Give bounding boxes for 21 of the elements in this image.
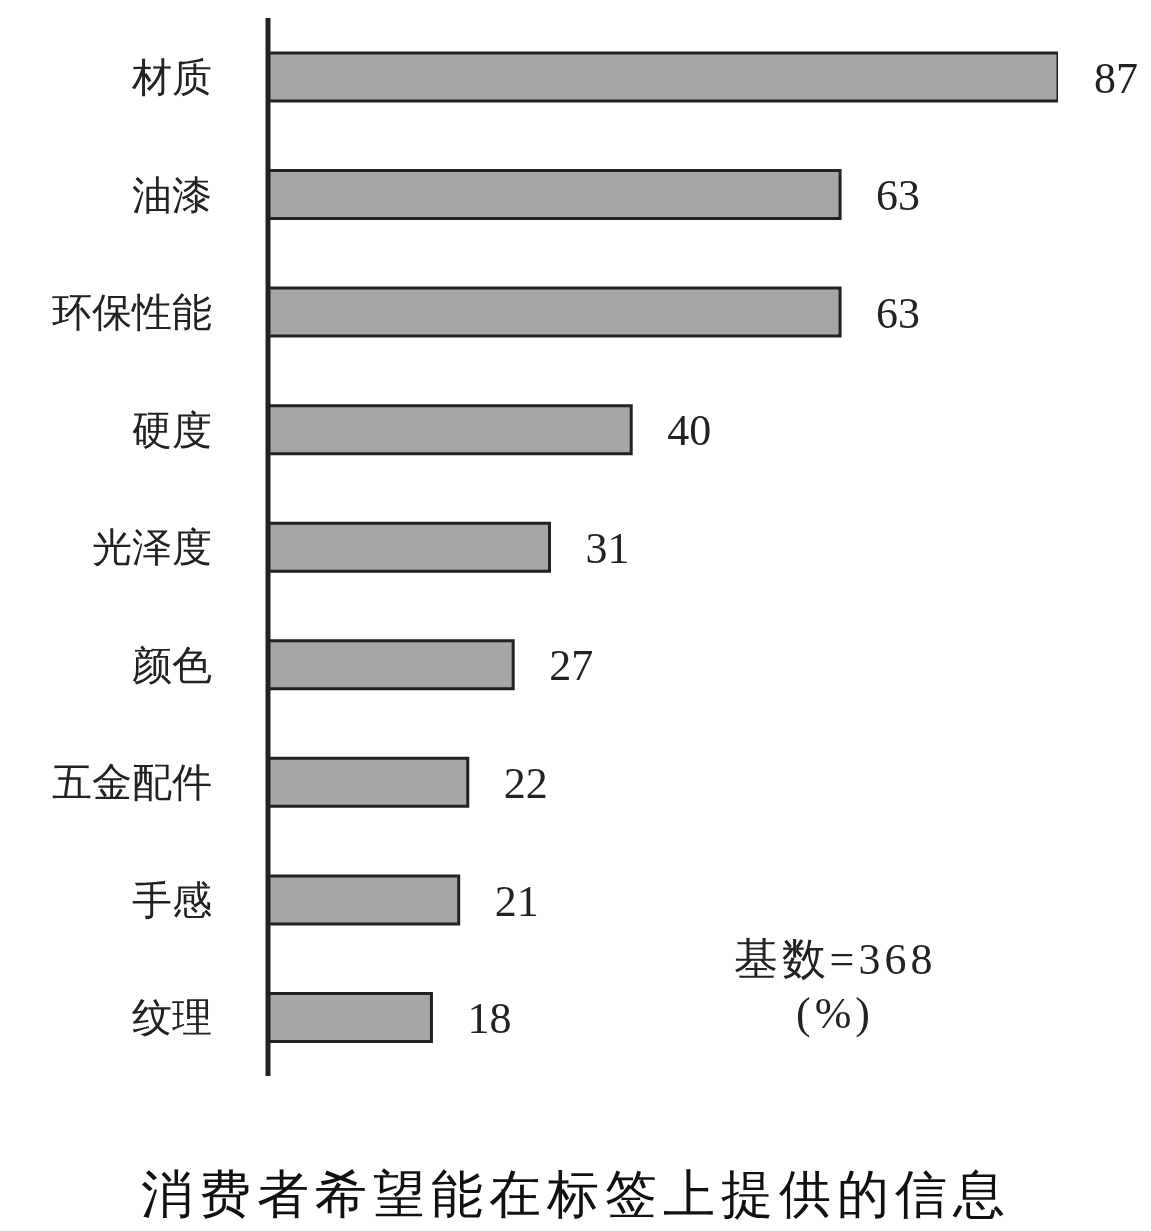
y-tick-label: 五金配件 (52, 760, 212, 806)
data-label: 63 (876, 288, 921, 338)
y-tick-label: 纹理 (132, 995, 212, 1041)
text: 消费者希望能在标签上提供的信息 (139, 1163, 1012, 1226)
data-label: 87 (1094, 53, 1138, 103)
y-tick-label: 光泽度 (92, 525, 212, 571)
data-label: 18 (467, 994, 512, 1044)
data-label: 63 (876, 171, 921, 221)
y-tick-label: 手感 (132, 877, 212, 923)
y-tick-label: 环保性能 (52, 290, 212, 336)
y-tick-label: 颜色 (132, 642, 212, 688)
data-label: 31 (585, 523, 630, 573)
annotation: 基数=368 (732, 934, 938, 986)
data-label: 40 (667, 406, 712, 456)
data-label: 27 (549, 641, 594, 691)
data-label: 22 (503, 758, 548, 808)
y-tick-label: 硬度 (132, 407, 212, 453)
annotation: (%) (795, 988, 875, 1039)
y-tick-label: 油漆 (132, 172, 212, 218)
y-tick-label: 材质 (131, 54, 212, 100)
data-label: 21 (494, 876, 539, 926)
